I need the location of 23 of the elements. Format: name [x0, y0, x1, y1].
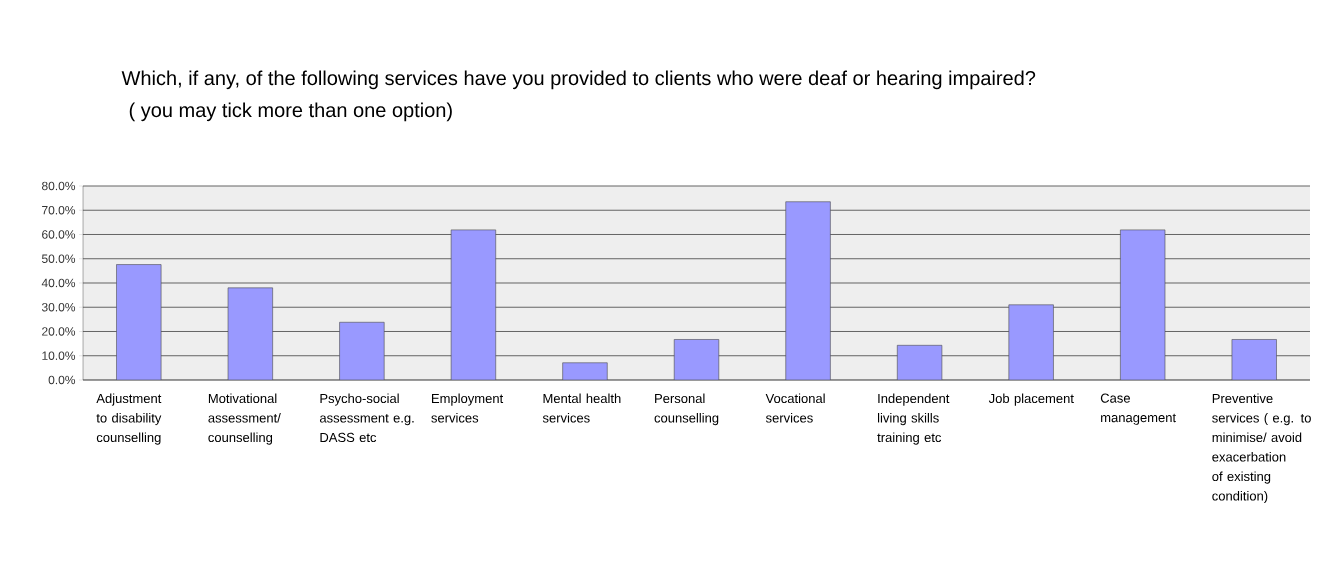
bar — [562, 362, 608, 380]
x-tick-label: Vocational services — [765, 393, 825, 423]
chart-title: Which, if any, of the following services have you provided to clients who were deaf or hearing impaired? — [121, 70, 1036, 90]
y-tick-label: 50.0% — [41, 254, 76, 263]
x-tick-label: Mental health services — [542, 393, 621, 423]
x-tick-label: Motivational assessment/ counselling — [208, 393, 281, 445]
y-tick-label: 60.0% — [42, 230, 76, 239]
y-tick-label: 0.0% — [48, 375, 76, 385]
y-tick-label: 80.0% — [41, 181, 76, 191]
x-tick-label: Psycho-social assessment e.g. DASS etc — [319, 393, 414, 443]
x-tick-label: Preventive services ( e.g. to minimise/ avoid exacerbation of existing condition) — [1212, 393, 1311, 504]
x-tick-label: Independent living skills training etc — [877, 393, 950, 445]
y-tick-label: 20.0% — [42, 327, 76, 336]
y-tick-label: 40.0% — [41, 278, 76, 288]
chart-subtitle: ( you may tick more than one option) — [129, 102, 452, 122]
y-tick-label: 10.0% — [42, 351, 76, 360]
x-tick-label: Employment services — [431, 393, 504, 423]
x-tick-label: Adjustment to disability counselling — [96, 393, 162, 445]
y-tick-label: 70.0% — [42, 205, 76, 215]
x-tick-label: Personal counselling — [654, 393, 719, 426]
x-tick-label: Job placement — [988, 393, 1074, 406]
x-tick-label: Case management — [1100, 393, 1176, 425]
y-tick-label: 30.0% — [41, 302, 76, 312]
